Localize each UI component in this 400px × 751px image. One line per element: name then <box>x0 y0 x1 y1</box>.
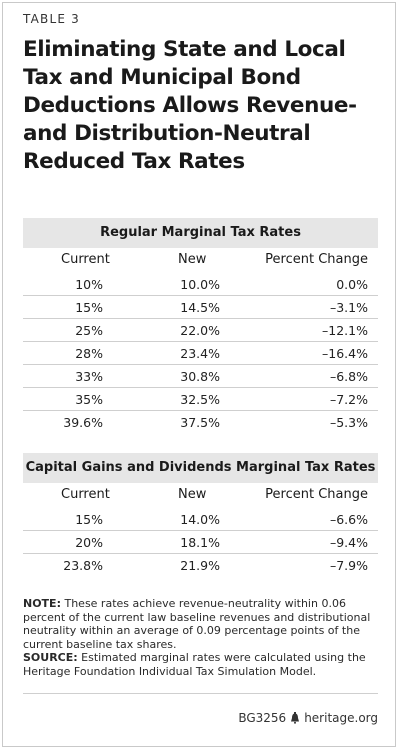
table-row: 15% 14.5% –3.1% <box>23 296 378 319</box>
col-header-current: Current <box>61 252 110 267</box>
footer-divider <box>23 693 378 694</box>
col-header-percent-change: Percent Change <box>265 487 368 502</box>
col-header-new: New <box>178 487 207 502</box>
source-label: SOURCE: <box>23 651 78 664</box>
table-row: 39.6% 37.5% –5.3% <box>23 411 378 434</box>
table-row: 33% 30.8% –6.8% <box>23 365 378 388</box>
table-row: 23.8% 21.9% –7.9% <box>23 554 378 577</box>
cell-percent-change: –7.9% <box>329 558 368 573</box>
table-row: 25% 22.0% –12.1% <box>23 319 378 342</box>
cell-new: 18.1% <box>180 535 220 550</box>
table-frame <box>2 2 396 747</box>
cell-percent-change: –6.8% <box>329 369 368 384</box>
cell-percent-change: –9.4% <box>329 535 368 550</box>
column-headers-regular: Current New Percent Change <box>23 249 378 271</box>
cell-new: 22.0% <box>180 323 220 338</box>
cell-current: 15% <box>75 300 103 315</box>
cell-new: 32.5% <box>180 392 220 407</box>
cell-percent-change: –6.6% <box>329 512 368 527</box>
cell-current: 33% <box>75 369 103 384</box>
cell-current: 25% <box>75 323 103 338</box>
section-header-capital-gains: Capital Gains and Dividends Marginal Tax… <box>23 453 378 483</box>
cell-new: 37.5% <box>180 415 220 430</box>
cell-new: 23.4% <box>180 346 220 361</box>
cell-percent-change: 0.0% <box>336 277 368 292</box>
cell-current: 39.6% <box>63 415 103 430</box>
col-header-percent-change: Percent Change <box>265 252 368 267</box>
cell-current: 28% <box>75 346 103 361</box>
cell-new: 30.8% <box>180 369 220 384</box>
col-header-new: New <box>178 252 207 267</box>
cell-current: 23.8% <box>63 558 103 573</box>
section-header-regular: Regular Marginal Tax Rates <box>23 218 378 248</box>
table-title: Eliminating State and Local Tax and Muni… <box>23 37 357 174</box>
cell-percent-change: –7.2% <box>329 392 368 407</box>
note-paragraph: NOTE: These rates achieve revenue-neutra… <box>23 597 383 651</box>
table-row: 20% 18.1% –9.4% <box>23 531 378 554</box>
source-text: Estimated marginal rates were calculated… <box>23 651 366 678</box>
cell-percent-change: –16.4% <box>322 346 368 361</box>
table-notes: NOTE: These rates achieve revenue-neutra… <box>23 597 383 678</box>
cell-new: 14.5% <box>180 300 220 315</box>
cell-new: 21.9% <box>180 558 220 573</box>
note-label: NOTE: <box>23 597 61 610</box>
col-header-current: Current <box>61 487 110 502</box>
cell-current: 20% <box>75 535 103 550</box>
cell-current: 35% <box>75 392 103 407</box>
column-headers-capital-gains: Current New Percent Change <box>23 484 378 506</box>
table-row: 10% 10.0% 0.0% <box>23 273 378 296</box>
table-row: 28% 23.4% –16.4% <box>23 342 378 365</box>
table-row: 35% 32.5% –7.2% <box>23 388 378 411</box>
cell-current: 10% <box>75 277 103 292</box>
cell-percent-change: –5.3% <box>329 415 368 430</box>
cell-new: 10.0% <box>180 277 220 292</box>
footer: BG3256 heritage.org <box>238 711 378 725</box>
source-paragraph: SOURCE: Estimated marginal rates were ca… <box>23 651 383 678</box>
liberty-bell-icon <box>291 712 300 724</box>
footer-code: BG3256 <box>238 711 287 725</box>
cell-current: 15% <box>75 512 103 527</box>
cell-percent-change: –3.1% <box>329 300 368 315</box>
table-label: TABLE 3 <box>23 12 80 26</box>
cell-new: 14.0% <box>180 512 220 527</box>
cell-percent-change: –12.1% <box>322 323 368 338</box>
footer-site: heritage.org <box>304 711 378 725</box>
table-row: 15% 14.0% –6.6% <box>23 508 378 531</box>
note-text: These rates achieve revenue-neutrality w… <box>23 597 371 651</box>
